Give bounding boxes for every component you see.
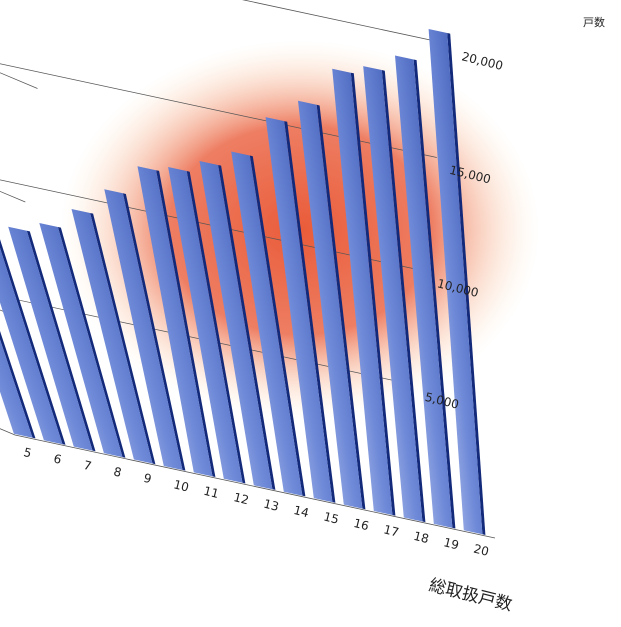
bar-side [284, 121, 336, 503]
y-axis-label: 戸数 [583, 16, 605, 29]
x-tick-label: 16 [352, 516, 370, 533]
bar-face [71, 209, 153, 464]
bar-face [8, 226, 93, 451]
bar-8 [39, 223, 126, 458]
bar-side [447, 33, 486, 535]
x-tick-label: 17 [382, 522, 400, 539]
bar-side [0, 239, 66, 445]
bar-5 [0, 330, 36, 439]
bar-face [104, 189, 183, 471]
bar-15 [265, 117, 336, 503]
bar-face [395, 55, 453, 528]
bar-face [332, 68, 393, 515]
bar-13 [199, 161, 276, 490]
x-tick-label: 5 [22, 445, 33, 460]
x-tick-label: 20 [472, 542, 490, 559]
bar-side [381, 70, 426, 523]
bar-side [57, 227, 126, 458]
y-tick-label: 20,000 [460, 49, 504, 73]
bar-side [0, 330, 36, 439]
bar-16 [298, 100, 366, 510]
bar-face [0, 247, 63, 445]
x-tick-labels: 5 6 7 8 9 10 11 12 13 14 15 16 17 18 19 20 [22, 445, 490, 559]
bar-face [0, 339, 33, 438]
bar-face [265, 117, 333, 503]
bar-face [137, 166, 213, 477]
x-tick-label: 19 [442, 535, 460, 552]
x-tick-label: 18 [412, 529, 430, 546]
x-tick-label: 15 [322, 509, 340, 526]
bar-face [298, 100, 363, 509]
x-tick-label: 10 [172, 477, 190, 494]
x-tick-label: 9 [142, 471, 153, 486]
bar-face [428, 29, 483, 535]
bar-face [168, 167, 243, 483]
x-tick-label: 6 [52, 452, 63, 467]
bar-17 [332, 68, 396, 516]
bar-19 [395, 55, 456, 529]
x-tick-label: 8 [112, 464, 123, 479]
x-tick-label: 12 [232, 490, 250, 507]
bar-side [122, 193, 186, 471]
bar-14 [231, 151, 306, 497]
bar-face [363, 66, 423, 522]
bar-side [249, 155, 306, 497]
bar-11 [137, 166, 216, 478]
bar-face [199, 161, 273, 490]
bar-9 [71, 209, 156, 465]
bar-10 [104, 189, 186, 471]
bar-side [413, 59, 456, 529]
x-axis-title: 総取扱戸数 [427, 575, 514, 615]
bar-face [231, 151, 303, 496]
bar-side [26, 230, 96, 452]
bar-side [350, 72, 396, 516]
bar-side [186, 171, 246, 484]
bar-12 [168, 167, 246, 484]
bar-face [39, 223, 123, 458]
bar-7 [8, 226, 96, 452]
bar-6 [0, 239, 66, 445]
bar-side [218, 165, 276, 490]
bar-18 [363, 66, 426, 523]
x-tick-label: 14 [292, 503, 310, 520]
bar-side [316, 104, 366, 510]
x-tick-label: 7 [82, 458, 93, 473]
bar-20 [428, 29, 486, 535]
bar-side [90, 213, 156, 465]
gridline [0, 295, 413, 385]
x-tick-label: 13 [262, 497, 280, 514]
x-tick-label: 11 [202, 484, 220, 501]
back-wall-outline [242, 0, 450, 45]
floor-edge [0, 428, 496, 539]
bar-side [156, 170, 216, 478]
bars [0, 29, 486, 535]
plot-frame [0, 0, 496, 539]
